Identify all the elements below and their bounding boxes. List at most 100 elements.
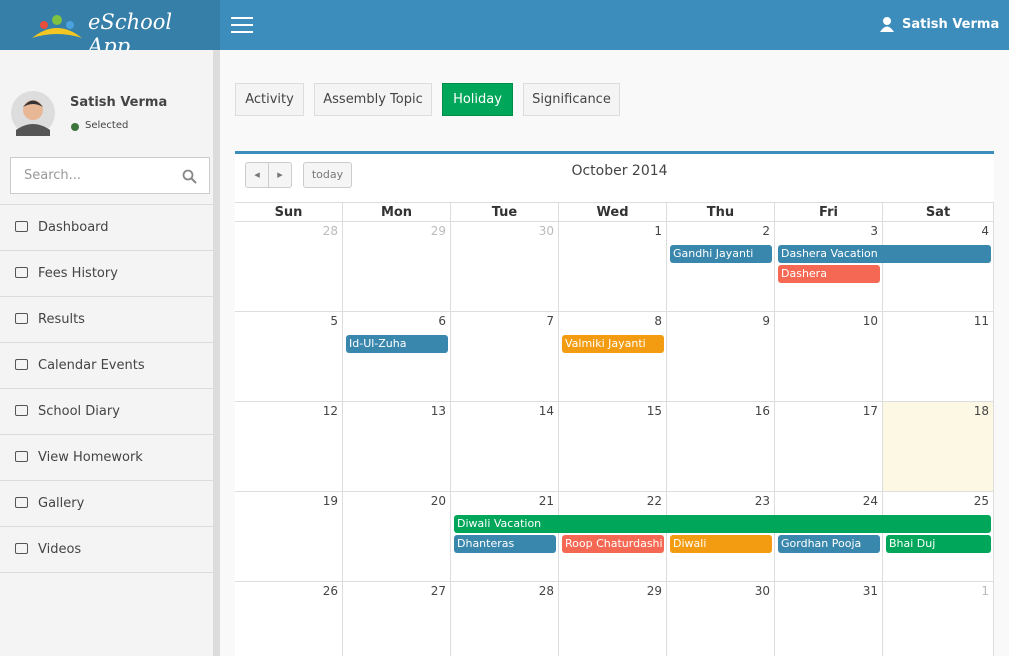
day-number: 2 [762, 224, 770, 238]
next-button[interactable]: ▸ [268, 162, 292, 188]
day-number: 23 [754, 494, 770, 508]
user-status: Selected [85, 120, 129, 131]
day-number: 8 [654, 314, 662, 328]
sidebar-edge [213, 50, 220, 656]
menu-divider [0, 204, 219, 205]
day-number: 10 [862, 314, 878, 328]
day-cell[interactable]: 7 [451, 312, 559, 402]
logo-bar: eSchool App [0, 0, 220, 58]
weekday-header: Sat [883, 202, 994, 222]
day-number: 30 [754, 584, 770, 598]
day-number: 22 [646, 494, 662, 508]
search-icon[interactable] [182, 169, 197, 184]
day-number: 17 [862, 404, 878, 418]
menu-label: Gallery [38, 496, 85, 511]
menu-label: View Homework [38, 450, 143, 465]
event[interactable]: Diwali Vacation [454, 515, 991, 533]
user-menu[interactable]: Satish Verma [902, 17, 1000, 32]
day-number: 27 [430, 584, 446, 598]
logo-icon [32, 15, 82, 38]
day-cell[interactable]: 11 [883, 312, 994, 402]
menu-icon [15, 359, 28, 370]
day-number: 3 [870, 224, 878, 238]
event[interactable]: Dashera Vacation [778, 245, 991, 263]
day-cell[interactable]: 6 [343, 312, 451, 402]
event[interactable]: Id-Ul-Zuha [346, 335, 448, 353]
user-icon [880, 17, 894, 32]
day-cell[interactable]: 18 [883, 402, 994, 492]
day-number: 15 [646, 404, 662, 418]
day-cell[interactable]: 15 [559, 402, 667, 492]
calendar-title: October 2014 [571, 163, 668, 179]
event[interactable]: Bhai Duj [886, 535, 991, 553]
day-number: 21 [538, 494, 554, 508]
event[interactable]: Valmiki Jayanti [562, 335, 664, 353]
menu-label: Results [38, 312, 85, 327]
day-cell[interactable]: 12 [235, 402, 343, 492]
menu-item[interactable]: Videos [0, 527, 219, 573]
day-number: 1 [654, 224, 662, 238]
day-number: 25 [973, 494, 989, 508]
day-number: 12 [322, 404, 338, 418]
status-dot [71, 123, 79, 131]
tab-active[interactable]: Holiday [442, 83, 513, 116]
day-cell[interactable]: 28 [235, 222, 343, 312]
search-box[interactable]: Search... [10, 157, 210, 194]
top-bar: Satish Verma [220, 0, 1009, 50]
day-cell[interactable]: 27 [343, 582, 451, 656]
event[interactable]: Gandhi Jayanti [670, 245, 772, 263]
day-cell[interactable]: 14 [451, 402, 559, 492]
day-cell[interactable]: 29 [343, 222, 451, 312]
menu-item[interactable]: Fees History [0, 251, 219, 297]
event[interactable]: Dhanteras [454, 535, 556, 553]
menu-item[interactable]: Calendar Events [0, 343, 219, 389]
menu-item[interactable]: Results [0, 297, 219, 343]
sidebar: Satish Verma Selected Search... Dashboar… [0, 50, 219, 656]
day-cell[interactable]: 8 [559, 312, 667, 402]
day-number: 14 [538, 404, 554, 418]
day-cell[interactable]: 26 [235, 582, 343, 656]
day-cell[interactable]: 9 [667, 312, 775, 402]
today-button[interactable]: today [303, 162, 352, 188]
day-cell[interactable]: 1 [883, 582, 994, 656]
menu-item[interactable]: Gallery [0, 481, 219, 527]
day-cell[interactable]: 29 [559, 582, 667, 656]
day-number: 9 [762, 314, 770, 328]
day-cell[interactable]: 2 [667, 222, 775, 312]
menu-icon [15, 405, 28, 416]
day-cell[interactable]: 1 [559, 222, 667, 312]
calendar: ◂ ▸ today October 2014 Sun Mon Tue Wed Thu Fr… [235, 151, 994, 656]
menu-icon [15, 497, 28, 508]
menu-toggle[interactable] [231, 17, 253, 33]
event[interactable]: Dashera [778, 265, 880, 283]
search-placeholder: Search... [24, 168, 82, 183]
day-cell[interactable]: 16 [667, 402, 775, 492]
menu-item[interactable]: Dashboard [0, 205, 219, 251]
avatar [11, 91, 55, 136]
day-cell[interactable]: 5 [235, 312, 343, 402]
day-cell[interactable]: 28 [451, 582, 559, 656]
day-cell[interactable]: 30 [451, 222, 559, 312]
day-cell[interactable]: 19 [235, 492, 343, 582]
event[interactable]: Roop Chaturdashi [562, 535, 664, 553]
day-cell[interactable]: 20 [343, 492, 451, 582]
day-cell[interactable]: 17 [775, 402, 883, 492]
tab[interactable]: Activity [235, 83, 304, 116]
tab[interactable]: Assembly Topic [314, 83, 432, 116]
weekday-header: Mon [343, 202, 451, 222]
menu-item[interactable]: View Homework [0, 435, 219, 481]
event[interactable]: Diwali [670, 535, 772, 553]
day-cell[interactable]: 10 [775, 312, 883, 402]
day-cell[interactable]: 30 [667, 582, 775, 656]
day-number: 30 [538, 224, 554, 238]
day-cell[interactable]: 4 [883, 222, 994, 312]
weekday-header: Thu [667, 202, 775, 222]
prev-button[interactable]: ◂ [245, 162, 269, 188]
day-cell[interactable]: 13 [343, 402, 451, 492]
menu-item[interactable]: School Diary [0, 389, 219, 435]
event[interactable]: Gordhan Pooja [778, 535, 880, 553]
day-cell[interactable]: 31 [775, 582, 883, 656]
tab[interactable]: Significance [523, 83, 620, 116]
day-number: 16 [754, 404, 770, 418]
day-number: 26 [322, 584, 338, 598]
